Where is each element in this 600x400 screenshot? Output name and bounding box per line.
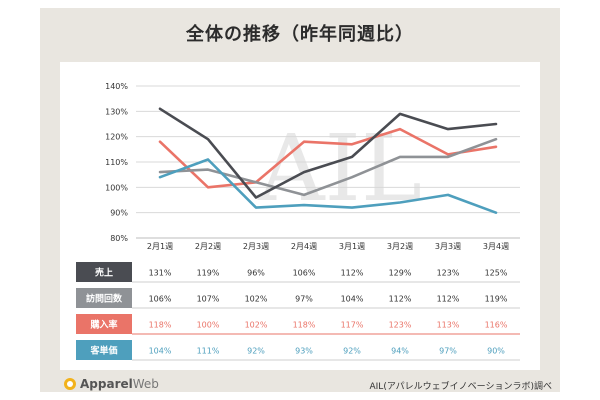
data-value: 104% xyxy=(341,295,364,304)
row-label: 訪問回数 xyxy=(86,293,123,305)
row-label: 購入率 xyxy=(89,319,117,331)
data-value: 92% xyxy=(343,347,361,356)
source-credit: AIL(アパレルウェブイノベーションラボ)調べ xyxy=(369,382,553,392)
series-line-1 xyxy=(158,107,498,199)
data-value: 118% xyxy=(149,321,172,330)
y-tick-label: 90% xyxy=(110,209,128,218)
x-tick-label: 2月3週 xyxy=(243,242,269,251)
y-tick-label: 120% xyxy=(105,133,128,142)
y-tick-label: 140% xyxy=(105,82,128,91)
data-value: 123% xyxy=(389,321,412,330)
chart-title: 全体の推移（昨年同週比） xyxy=(186,24,414,45)
row-label-badge xyxy=(76,340,132,360)
data-value: 97% xyxy=(295,295,313,304)
series-line-2 xyxy=(158,137,498,197)
x-tick-label: 3月4週 xyxy=(483,242,509,251)
y-tick-label: 80% xyxy=(110,234,128,243)
data-value: 116% xyxy=(485,321,508,330)
data-value: 92% xyxy=(247,347,265,356)
data-value: 113% xyxy=(437,321,460,330)
data-value: 125% xyxy=(485,269,508,278)
data-value: 118% xyxy=(293,321,316,330)
data-value: 106% xyxy=(293,269,316,278)
data-value: 97% xyxy=(439,347,457,356)
data-value: 102% xyxy=(245,295,268,304)
data-value: 129% xyxy=(389,269,412,278)
data-value: 104% xyxy=(149,347,172,356)
x-tick-label: 3月1週 xyxy=(339,242,365,251)
series-line-4 xyxy=(158,158,498,214)
x-tick-label: 2月2週 xyxy=(195,242,221,251)
data-value: 119% xyxy=(197,269,220,278)
logo-text-apparel: Apparel xyxy=(80,377,133,391)
data-value: 102% xyxy=(245,321,268,330)
y-tick-label: 110% xyxy=(105,158,128,167)
data-value: 131% xyxy=(149,269,172,278)
data-value: 96% xyxy=(247,269,265,278)
data-value: 90% xyxy=(487,347,505,356)
apparelweb-logo: ApparelWeb xyxy=(64,376,159,392)
data-value: 93% xyxy=(295,347,313,356)
series-line-3 xyxy=(158,127,498,189)
data-value: 117% xyxy=(341,321,364,330)
chart-panel xyxy=(60,62,540,370)
data-value: 119% xyxy=(485,295,508,304)
logo-icon xyxy=(64,378,76,390)
x-tick-label: 2月1週 xyxy=(147,242,173,251)
row-label-badge xyxy=(76,288,132,308)
row-label-badge xyxy=(76,262,132,282)
data-value: 112% xyxy=(389,295,412,304)
x-tick-label: 3月3週 xyxy=(435,242,461,251)
data-value: 107% xyxy=(197,295,220,304)
data-value: 111% xyxy=(197,347,220,356)
y-tick-label: 130% xyxy=(105,107,128,116)
data-value: 112% xyxy=(437,295,460,304)
row-label-badge xyxy=(76,314,132,334)
data-value: 100% xyxy=(197,321,220,330)
y-tick-label: 100% xyxy=(105,183,128,192)
data-value: 123% xyxy=(437,269,460,278)
data-value: 112% xyxy=(341,269,364,278)
row-label: 売上 xyxy=(95,267,113,279)
data-value: 94% xyxy=(391,347,409,356)
logo-text-web: Web xyxy=(132,377,159,391)
data-value: 106% xyxy=(149,295,172,304)
row-label: 客単価 xyxy=(89,345,117,357)
x-tick-label: 3月2週 xyxy=(387,242,413,251)
x-tick-label: 2月4週 xyxy=(291,242,317,251)
